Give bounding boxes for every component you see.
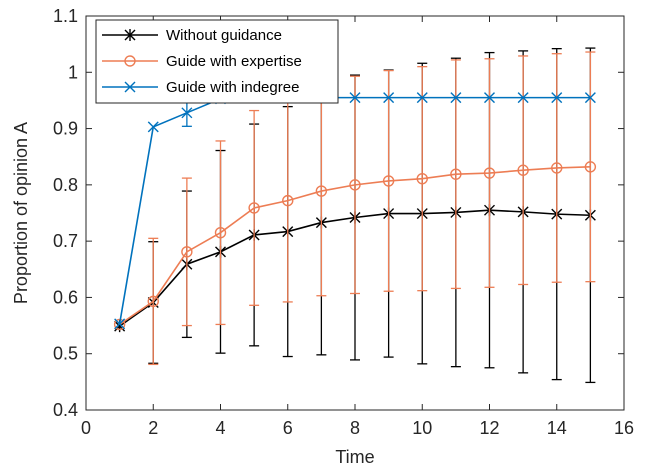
data-point xyxy=(349,92,361,104)
data-point xyxy=(416,92,428,104)
legend-marker xyxy=(124,55,136,67)
legend-marker xyxy=(124,29,136,41)
plot-area xyxy=(113,47,597,384)
data-point xyxy=(382,175,395,187)
data-point xyxy=(584,92,596,104)
legend-label: Guide with expertise xyxy=(166,53,302,70)
y-tick-label: 0.6 xyxy=(53,287,78,307)
legend-item-2: Guide with expertise xyxy=(102,53,302,70)
data-point xyxy=(147,295,159,308)
y-tick-label: 1 xyxy=(68,62,78,82)
x-tick-label: 4 xyxy=(215,418,225,438)
data-point xyxy=(483,167,496,179)
data-point xyxy=(181,107,193,119)
data-point xyxy=(147,121,159,133)
legend-label: Guide with indegree xyxy=(166,79,299,96)
y-tick-label: 0.9 xyxy=(53,119,78,139)
x-tick-label: 12 xyxy=(479,418,499,438)
data-point xyxy=(214,226,227,239)
data-point xyxy=(551,162,563,174)
data-point xyxy=(315,185,328,197)
x-tick-label: 0 xyxy=(81,418,91,438)
y-axis-title: Proportion of opinion A xyxy=(11,122,31,304)
x-tick-label: 10 xyxy=(412,418,432,438)
x-tick-label: 6 xyxy=(283,418,293,438)
x-tick-label: 8 xyxy=(350,418,360,438)
x-tick-label: 16 xyxy=(614,418,634,438)
data-point xyxy=(248,202,260,214)
series-2 xyxy=(113,51,597,366)
x-tick-label: 2 xyxy=(148,418,158,438)
y-tick-label: 0.4 xyxy=(53,400,78,420)
y-tick-label: 1.1 xyxy=(53,6,78,26)
data-point xyxy=(484,92,495,104)
x-axis-title: Time xyxy=(335,447,374,467)
data-point xyxy=(181,246,193,258)
y-tick-label: 0.8 xyxy=(53,175,78,195)
y-tick-label: 0.7 xyxy=(53,231,78,251)
x-tick-label: 14 xyxy=(547,418,567,438)
data-point xyxy=(450,92,462,104)
data-point xyxy=(416,172,428,185)
y-tick-label: 0.5 xyxy=(53,344,78,364)
data-point xyxy=(584,161,597,173)
legend-label: Without guidance xyxy=(166,27,282,44)
data-point xyxy=(517,164,529,176)
series-line xyxy=(119,166,591,326)
data-point xyxy=(282,194,294,207)
data-point xyxy=(450,168,462,180)
legend-item-1: Without guidance xyxy=(102,27,282,44)
data-point xyxy=(349,179,361,191)
data-point xyxy=(383,92,395,104)
legend: Without guidance Guide with expertise Guid… xyxy=(95,19,339,104)
legend-item-3: Guide with indegree xyxy=(102,79,299,96)
legend-marker xyxy=(124,81,136,93)
data-point xyxy=(114,318,126,330)
data-point xyxy=(517,92,529,104)
axes: 0 2 4 6 8 10 12 14 16 0.4 0.5 0.6 0.7 0.8 0.9 1 1.1 xyxy=(53,6,634,438)
data-point xyxy=(551,92,563,104)
